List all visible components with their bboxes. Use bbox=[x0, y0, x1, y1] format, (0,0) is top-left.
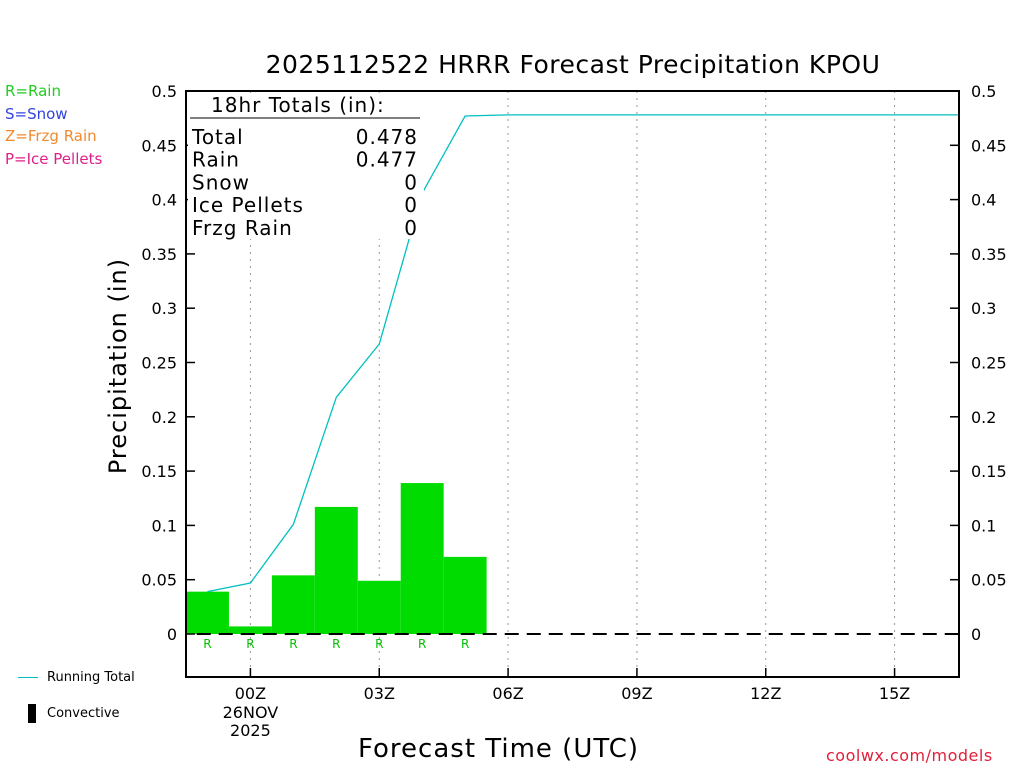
y-tick-label-right: 0.4 bbox=[971, 191, 996, 210]
y-tick-label-right: 0.45 bbox=[971, 136, 1007, 155]
legend-convective: Convective bbox=[47, 706, 120, 721]
totals-box-background bbox=[188, 93, 424, 239]
convective-legend-swatch bbox=[28, 704, 36, 723]
precip-bar bbox=[400, 483, 444, 634]
precip-type-label: R bbox=[289, 637, 297, 651]
precip-type-label: R bbox=[418, 637, 426, 651]
y-tick-label-right: 0.05 bbox=[971, 571, 1007, 590]
y-tick-label-left: 0.1 bbox=[152, 516, 177, 535]
x-axis-label: Forecast Time (UTC) bbox=[358, 734, 640, 764]
x-tick-label: 06Z bbox=[492, 684, 523, 703]
y-tick-label-right: 0.15 bbox=[971, 462, 1007, 481]
totals-row-label: Snow bbox=[192, 170, 250, 194]
totals-row-label: Rain bbox=[192, 148, 240, 172]
x-tick-label: 00Z bbox=[235, 684, 266, 703]
y-tick-label-right: 0 bbox=[971, 625, 981, 644]
totals-row-label: Frzg Rain bbox=[192, 216, 293, 240]
totals-row-value: 0.478 bbox=[356, 125, 418, 149]
y-tick-label-left: 0.05 bbox=[141, 571, 177, 590]
running-total-legend-line bbox=[18, 677, 38, 678]
chart-title: 2025112522 HRRR Forecast Precipitation K… bbox=[265, 50, 881, 79]
precip-bar bbox=[357, 580, 401, 634]
legend-running-total: Running Total bbox=[47, 670, 135, 685]
y-tick-label-left: 0.3 bbox=[152, 299, 177, 318]
precip-type-label: R bbox=[375, 637, 383, 651]
precip-bar bbox=[228, 626, 272, 634]
y-tick-label-right: 0.3 bbox=[971, 299, 996, 318]
precip-bar bbox=[314, 506, 358, 634]
x-tick-label: 12Z bbox=[750, 684, 781, 703]
precip-type-label: R bbox=[246, 637, 254, 651]
credit-link[interactable]: coolwx.com/models bbox=[826, 746, 993, 765]
x-tick-label: 15Z bbox=[879, 684, 910, 703]
running-total-line bbox=[207, 114, 959, 593]
y-tick-label-right: 0.2 bbox=[971, 408, 996, 427]
x-tick-label: 03Z bbox=[364, 684, 395, 703]
y-tick-label-left: 0.4 bbox=[152, 191, 177, 210]
y-tick-label-right: 0.35 bbox=[971, 245, 1007, 264]
precip-type-label: R bbox=[332, 637, 340, 651]
precip-type-label: R bbox=[203, 637, 211, 651]
y-tick-label-left: 0.2 bbox=[152, 408, 177, 427]
totals-heading: 18hr Totals (in): bbox=[211, 93, 385, 117]
x-tick-date-label: 2025 bbox=[230, 721, 271, 740]
x-tick-date-label: 26NOV bbox=[223, 703, 279, 722]
precip-bar bbox=[186, 591, 229, 634]
x-tick-label: 09Z bbox=[621, 684, 652, 703]
y-tick-label-right: 0.1 bbox=[971, 516, 996, 535]
precip-bar bbox=[271, 575, 315, 634]
y-tick-label-right: 0.5 bbox=[971, 82, 996, 101]
totals-row-label: Ice Pellets bbox=[192, 193, 304, 217]
y-tick-label-left: 0.15 bbox=[141, 462, 177, 481]
totals-row-value: 0 bbox=[404, 193, 418, 217]
totals-row-value: 0 bbox=[404, 170, 418, 194]
legend-rain: R=Rain bbox=[5, 82, 61, 100]
plot-frame bbox=[185, 90, 960, 678]
legend-ice-pellets: P=Ice Pellets bbox=[5, 150, 103, 168]
y-tick-label-right: 0.25 bbox=[971, 354, 1007, 373]
y-tick-label-left: 0.5 bbox=[152, 82, 177, 101]
totals-row-value: 0.477 bbox=[356, 148, 418, 172]
legend-frzg-rain: Z=Frzg Rain bbox=[5, 127, 97, 145]
y-tick-label-left: 0.45 bbox=[141, 136, 177, 155]
legend-snow: S=Snow bbox=[5, 105, 68, 123]
y-tick-label-left: 0.25 bbox=[141, 354, 177, 373]
totals-row-value: 0 bbox=[404, 216, 418, 240]
y-tick-label-left: 0.35 bbox=[141, 245, 177, 264]
precip-type-label: R bbox=[461, 637, 469, 651]
totals-row-label: Total bbox=[191, 125, 244, 149]
precip-bar bbox=[443, 556, 487, 634]
y-tick-label-left: 0 bbox=[167, 625, 177, 644]
